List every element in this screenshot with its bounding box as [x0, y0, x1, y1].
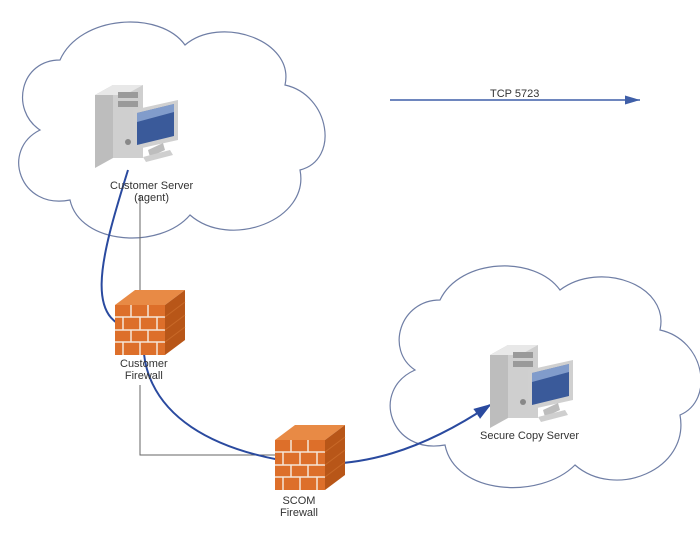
legend-arrow-label: TCP 5723 [490, 88, 539, 100]
customer-firewall-icon [115, 290, 185, 355]
scom-firewall-sublabel-text: Firewall [280, 507, 318, 519]
scom-firewall-label: SCOM Firewall [280, 495, 318, 519]
legend-arrow-label-text: TCP 5723 [490, 88, 539, 100]
scom-firewall-label-text: SCOM [282, 495, 315, 507]
customer-firewall-sublabel-text: Firewall [120, 370, 168, 382]
scom-firewall-icon [275, 425, 345, 490]
secure-copy-server-label: Secure Copy Server [480, 430, 579, 442]
secure-copy-server-label-text: Secure Copy Server [480, 430, 579, 442]
customer-server-label: Customer Server (agent) [110, 180, 193, 204]
customer-firewall-label-text: Customer [120, 358, 168, 370]
customer-server-sublabel-text: (agent) [110, 192, 193, 204]
diagram-canvas [0, 0, 700, 544]
customer-server-label-text: Customer Server [110, 180, 193, 192]
customer-firewall-label: Customer Firewall [120, 358, 168, 382]
